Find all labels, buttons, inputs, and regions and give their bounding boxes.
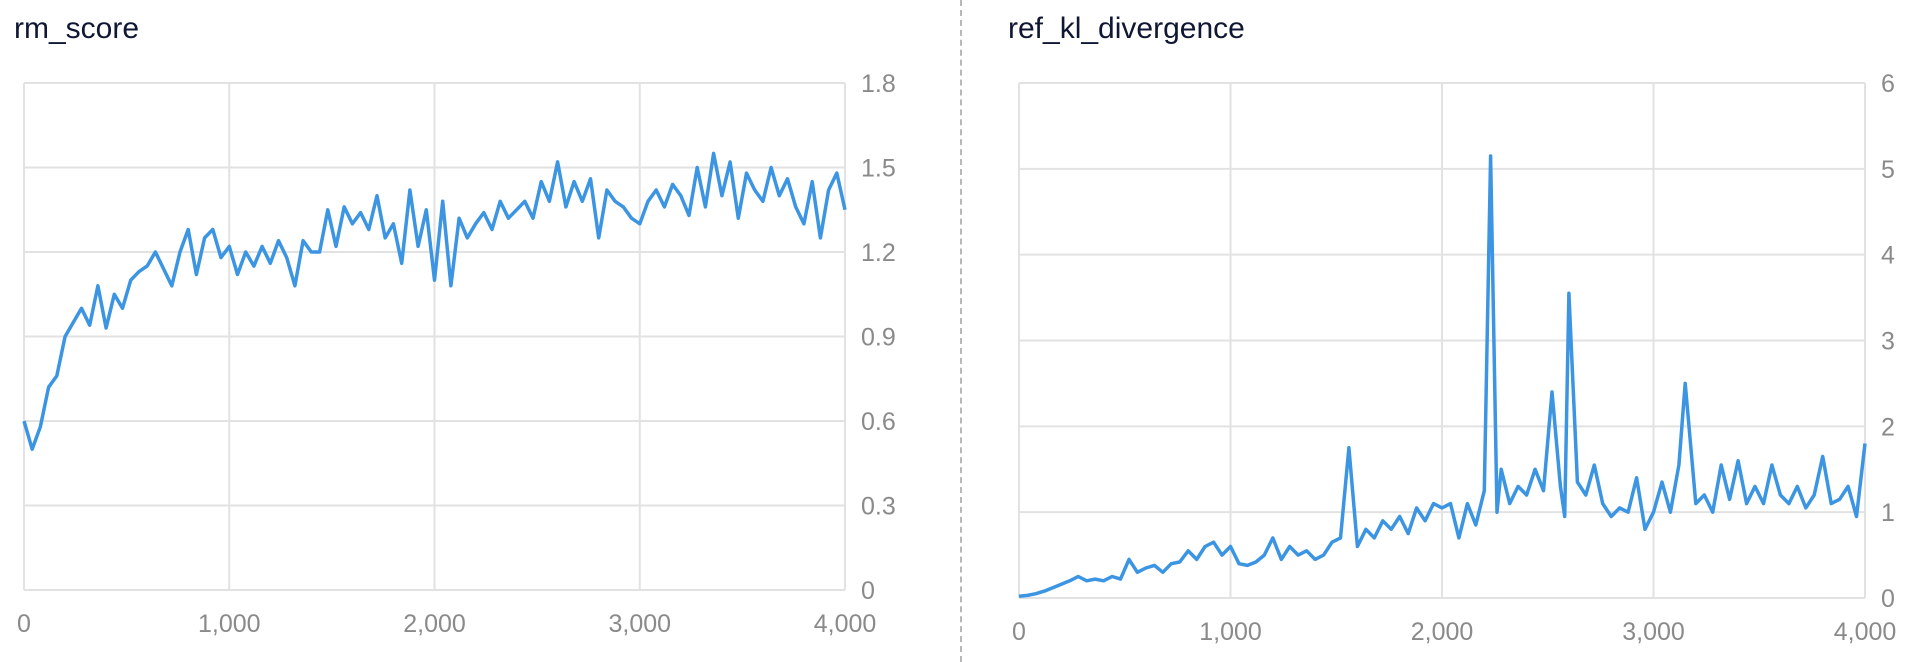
y-tick-label: 4 [1881,242,1895,270]
y-tick-label: 0.9 [861,324,896,352]
x-tick-label: 0 [1012,618,1026,646]
x-tick-label: 1,000 [1199,618,1262,646]
series-line-ref-kl-divergence [1018,154,1867,599]
y-tick-label: 0 [861,577,875,605]
y-tick-label: 0 [1881,585,1895,613]
x-tick-label: 2,000 [1411,618,1474,646]
y-tick-label: 0.3 [861,493,896,521]
y-tick-label: 1.8 [861,70,896,98]
y-tick-label: 1 [1881,499,1895,527]
y-tick-label: 6 [1881,70,1895,98]
x-tick-label: 4,000 [1834,618,1897,646]
y-tick-label: 1.2 [861,239,896,267]
x-tick-label: 3,000 [1622,618,1685,646]
x-tick-label: 3,000 [608,610,671,638]
y-tick-label: 1.5 [861,155,896,183]
y-tick-label: 3 [1881,328,1895,356]
series-line-rm-score [22,151,847,451]
y-tick-label: 5 [1881,156,1895,184]
y-tick-label: 2 [1881,413,1895,441]
panel-divider [960,0,962,662]
x-tick-label: 4,000 [814,610,877,638]
x-tick-label: 1,000 [198,610,261,638]
chart-title: ref_kl_divergence [1008,12,1245,45]
y-tick-label: 0.6 [861,408,896,436]
x-tick-label: 2,000 [403,610,466,638]
x-tick-label: 0 [17,610,31,638]
chart-title: rm_score [14,12,140,45]
